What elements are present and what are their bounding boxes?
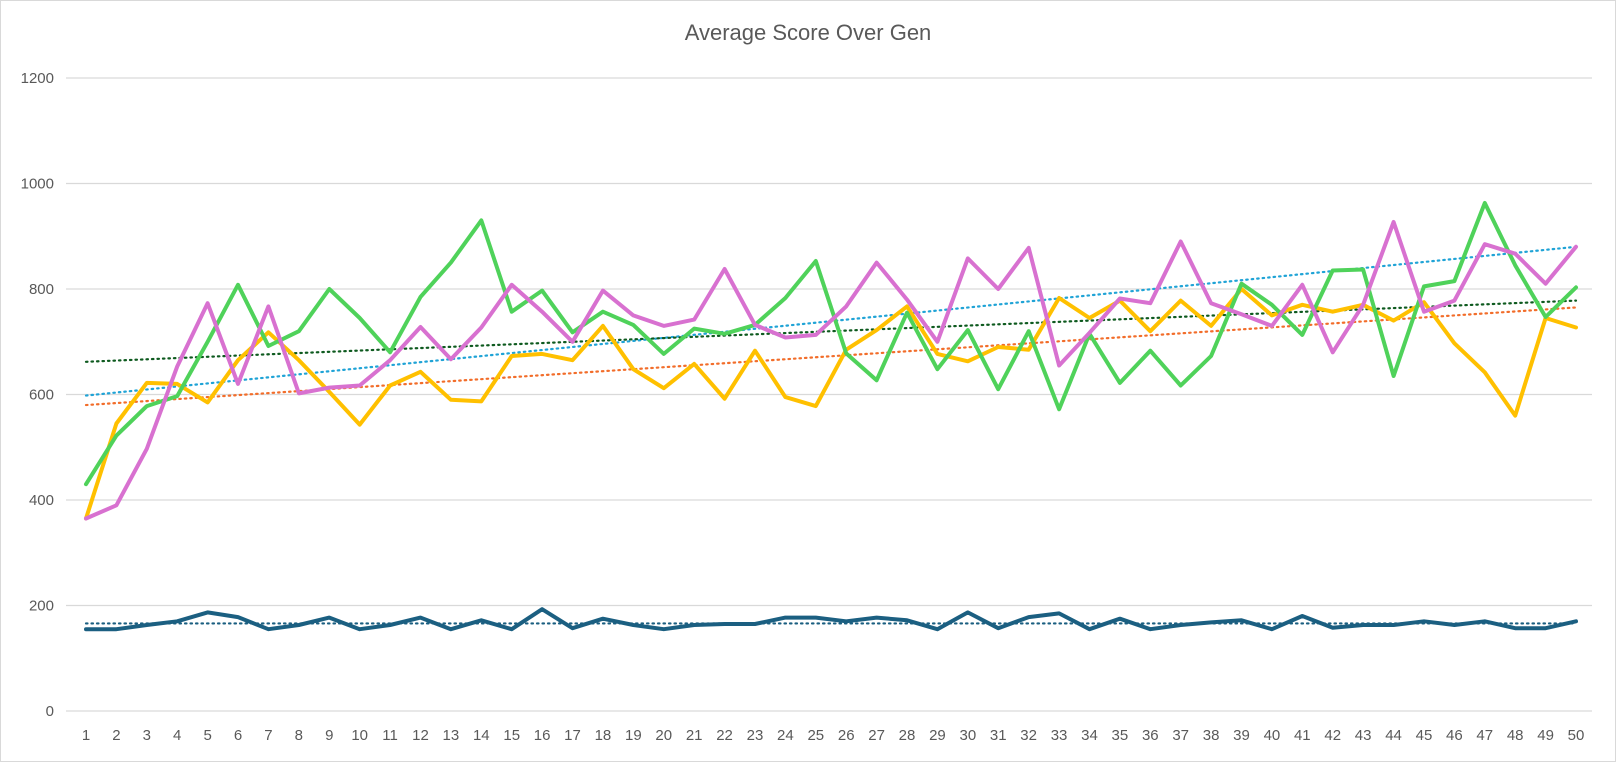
x-tick-label: 27 — [868, 727, 885, 744]
x-tick-label: 10 — [351, 727, 368, 744]
x-tick-label: 30 — [959, 727, 976, 744]
x-tick-label: 35 — [1112, 727, 1129, 744]
x-tick-label: 28 — [899, 727, 916, 744]
x-tick-label: 50 — [1568, 727, 1585, 744]
x-tick-label: 18 — [595, 727, 612, 744]
y-tick-label: 1200 — [21, 70, 54, 87]
series-line-4 — [84, 607, 1578, 632]
x-tick-label: 20 — [655, 727, 672, 744]
x-tick-label: 47 — [1476, 727, 1493, 744]
x-tick-label: 42 — [1324, 727, 1341, 744]
series-line-1 — [84, 287, 1578, 521]
y-tick-label: 800 — [29, 281, 54, 298]
x-tick-label: 22 — [716, 727, 733, 744]
series-lines — [84, 201, 1578, 632]
y-tick-label: 400 — [29, 492, 54, 509]
x-tick-label: 6 — [234, 727, 242, 744]
x-tick-label: 13 — [443, 727, 460, 744]
y-tick-label: 0 — [46, 703, 54, 720]
x-tick-label: 3 — [143, 727, 151, 744]
chart-title: Average Score Over Gen — [684, 20, 932, 45]
x-tick-label: 34 — [1081, 727, 1098, 744]
x-tick-label: 36 — [1142, 727, 1159, 744]
y-tick-label: 1000 — [21, 176, 54, 193]
x-tick-label: 8 — [295, 727, 303, 744]
x-tick-label: 9 — [325, 727, 333, 744]
x-tick-label: 41 — [1294, 727, 1311, 744]
gridlines — [66, 77, 1592, 712]
x-tick-label: 25 — [807, 727, 824, 744]
x-tick-label: 16 — [534, 727, 551, 744]
x-tick-label: 17 — [564, 727, 581, 744]
x-tick-label: 33 — [1051, 727, 1068, 744]
x-tick-label: 45 — [1416, 727, 1433, 744]
series-line-2 — [84, 201, 1578, 487]
x-tick-label: 23 — [747, 727, 764, 744]
x-tick-label: 38 — [1203, 727, 1220, 744]
x-tick-label: 12 — [412, 727, 429, 744]
series-line-3 — [84, 220, 1578, 521]
x-tick-label: 39 — [1233, 727, 1250, 744]
x-tick-label: 44 — [1385, 727, 1402, 744]
x-tick-label: 14 — [473, 727, 490, 744]
x-tick-label: 49 — [1537, 727, 1554, 744]
x-tick-label: 15 — [503, 727, 520, 744]
x-tick-label: 46 — [1446, 727, 1463, 744]
x-tick-label: 7 — [264, 727, 272, 744]
x-tick-label: 31 — [990, 727, 1007, 744]
x-tick-label: 21 — [686, 727, 703, 744]
x-tick-label: 48 — [1507, 727, 1524, 744]
x-tick-label: 2 — [112, 727, 120, 744]
x-tick-label: 26 — [838, 727, 855, 744]
x-tick-label: 5 — [203, 727, 211, 744]
x-tick-label: 43 — [1355, 727, 1372, 744]
y-tick-label: 200 — [29, 598, 54, 615]
x-tick-label: 29 — [929, 727, 946, 744]
x-tick-label: 40 — [1264, 727, 1281, 744]
x-tick-label: 1 — [82, 727, 90, 744]
y-tick-label: 600 — [29, 387, 54, 404]
x-tick-label: 24 — [777, 727, 794, 744]
x-tick-label: 4 — [173, 727, 181, 744]
x-tick-label: 11 — [382, 727, 398, 744]
x-tick-label: 19 — [625, 727, 642, 744]
x-tick-label: 37 — [1172, 727, 1189, 744]
x-tick-label: 32 — [1020, 727, 1037, 744]
